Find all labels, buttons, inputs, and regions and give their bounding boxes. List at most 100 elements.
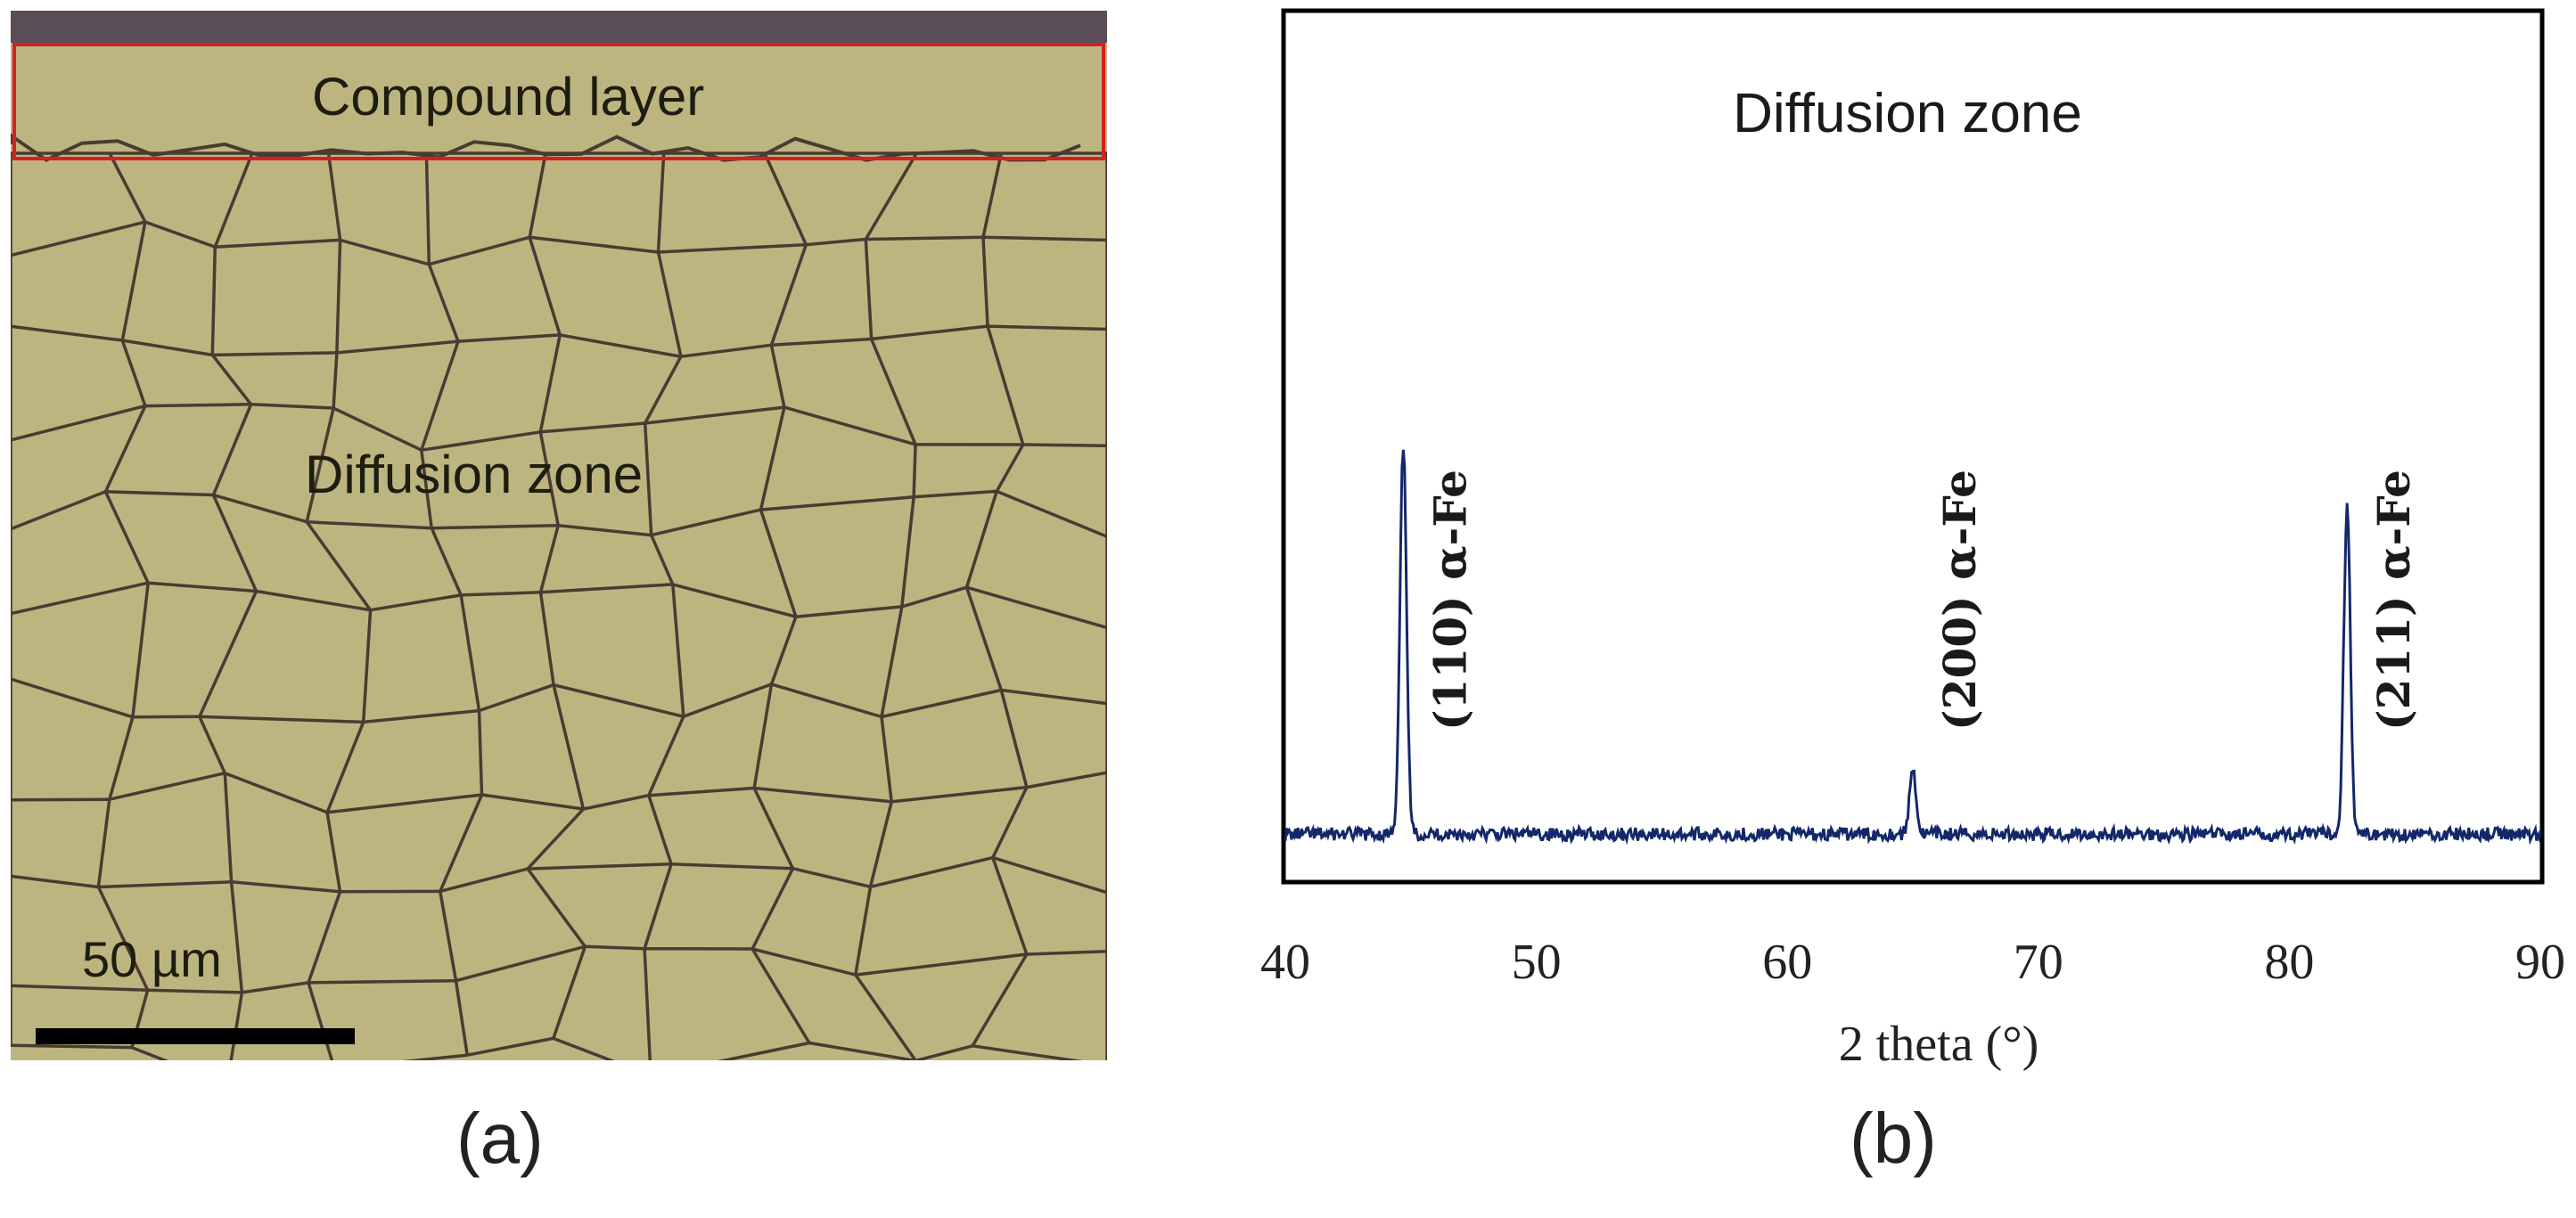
grain-boundary-segment <box>307 891 342 984</box>
grain-boundary-segment <box>913 489 997 499</box>
grain-boundary-segment <box>558 523 652 537</box>
grain-boundary-segment <box>250 403 334 410</box>
grain-boundary-segment <box>583 793 650 811</box>
grain-boundary-segment <box>753 786 892 804</box>
grain-boundary-segment <box>751 948 811 1044</box>
grain-boundary-segment <box>982 235 1107 242</box>
grain-boundary-segment <box>1022 443 1107 447</box>
grain-boundary-segment <box>103 491 150 584</box>
xrd-series-line <box>1284 449 2542 846</box>
grain-boundary-segment <box>308 978 456 985</box>
grain-boundary-segment <box>212 493 308 524</box>
grain-boundary-segment <box>11 490 107 531</box>
grain-boundary-segment <box>559 333 682 358</box>
grain-boundary-segment <box>866 235 984 241</box>
grain-boundary-segment <box>307 519 432 530</box>
grain-boundary-segment <box>644 356 683 424</box>
x-tick-label: 60 <box>1762 935 1812 990</box>
grain-boundary-segment <box>103 405 147 493</box>
grain-boundary-segment <box>370 593 462 612</box>
grain-boundary-segment <box>144 220 216 249</box>
micrograph-matrix <box>11 11 1107 1060</box>
grain-boundary-segment <box>528 152 547 238</box>
grain-boundary-segment <box>210 247 217 356</box>
grain-boundary-segment <box>972 1044 1083 1060</box>
grain-boundary-segment <box>326 793 482 814</box>
grain-boundary-segment <box>198 590 258 718</box>
grain-boundary-segment <box>538 525 560 593</box>
grain-boundary-segment <box>213 152 254 248</box>
grain-boundary-segment <box>199 715 364 724</box>
peak-label-2: (200) α-Fe <box>1933 470 1986 731</box>
grain-boundary-segment <box>105 490 214 497</box>
grain-boundary-segment <box>147 988 242 994</box>
grain-boundary-segment <box>981 152 1003 238</box>
peak-label-3: (211) α-Fe <box>2367 470 2420 731</box>
grain-boundary-segment <box>461 590 541 597</box>
grain-boundaries <box>11 133 1107 1060</box>
grain-boundary-segment <box>325 812 342 893</box>
grain-boundary-segment <box>915 1044 973 1060</box>
grain-boundary-segment <box>992 855 1107 895</box>
x-axis-title: 2 theta (°) <box>1839 1017 2039 1072</box>
grain-boundary-segment <box>402 1053 468 1060</box>
grain-boundary-segment <box>439 867 529 894</box>
grain-boundary-segment <box>553 1036 616 1060</box>
grain-boundary-segment <box>332 352 339 409</box>
grain-boundary-segment <box>420 449 433 528</box>
grain-boundary-segment <box>651 508 761 537</box>
grain-boundary-segment <box>11 581 149 616</box>
grain-boundary-segment <box>108 716 135 800</box>
grain-boundary-segment <box>477 710 484 796</box>
grain-boundary-segment <box>854 974 917 1060</box>
grain-boundary-segment <box>854 887 873 976</box>
grain-boundary-segment <box>966 585 1107 630</box>
x-tick-label: 40 <box>1260 935 1310 990</box>
grain-boundary-segment <box>540 583 673 594</box>
grain-boundary-segment <box>424 152 431 265</box>
grain-boundary-segment <box>771 683 882 719</box>
grain-boundary-segment <box>538 431 560 527</box>
grain-boundary-segment <box>986 325 1025 446</box>
grain-boundary-segment <box>340 238 430 266</box>
grain-boundary-segment <box>242 981 309 994</box>
grain-boundary-segment <box>11 324 123 342</box>
grain-boundary-segment <box>751 867 795 950</box>
grain-boundary-segment <box>11 797 110 802</box>
grain-boundary-segment <box>869 338 917 446</box>
grain-boundary-segment <box>1026 949 1107 956</box>
chart-title: Diffusion zone <box>1733 83 2082 144</box>
grain-boundary-segment <box>256 589 371 612</box>
micrograph-image <box>11 11 1107 1060</box>
grain-boundary-segment <box>643 422 653 535</box>
grain-boundary-segment <box>552 684 586 810</box>
grain-boundary-segment <box>881 688 1002 719</box>
grain-boundary-segment <box>995 444 1025 493</box>
grain-boundary-segment <box>672 583 797 618</box>
grain-boundary-segment <box>648 786 755 797</box>
grain-boundary-segment <box>585 944 645 951</box>
grain-boundary-segment <box>439 891 458 982</box>
grain-boundary-segment <box>224 772 328 814</box>
grain-boundary-segment <box>795 605 902 618</box>
xrd-chart: Diffusion zone (110) α-Fe (200) α-Fe (211)… <box>1260 8 2565 1072</box>
grain-boundary-segment <box>870 855 994 889</box>
diffusion-zone-label: Diffusion zone <box>305 445 644 504</box>
grain-boundary-segment <box>880 716 893 803</box>
grain-boundary-segment <box>122 339 213 357</box>
grain-boundary-segment <box>880 606 904 717</box>
grain-boundary-segment <box>971 953 1029 1047</box>
grain-boundary-segment <box>215 238 340 249</box>
grain-boundary-segment <box>428 235 530 266</box>
grain-boundary-segment <box>455 944 586 983</box>
grain-boundary-segment <box>478 683 554 713</box>
grain-boundary-segment <box>11 677 134 719</box>
grain-boundary-segment <box>363 708 480 724</box>
caption-b: (b) <box>1850 1099 1937 1178</box>
grain-boundary-segment <box>198 715 226 774</box>
grain-boundary-segment <box>808 1041 916 1060</box>
grain-boundary-segment <box>864 239 874 339</box>
grain-boundary-segment <box>671 862 793 871</box>
x-tick-labels: 40 50 60 70 80 90 <box>1260 935 2565 990</box>
grain-boundary-segment <box>683 683 773 718</box>
